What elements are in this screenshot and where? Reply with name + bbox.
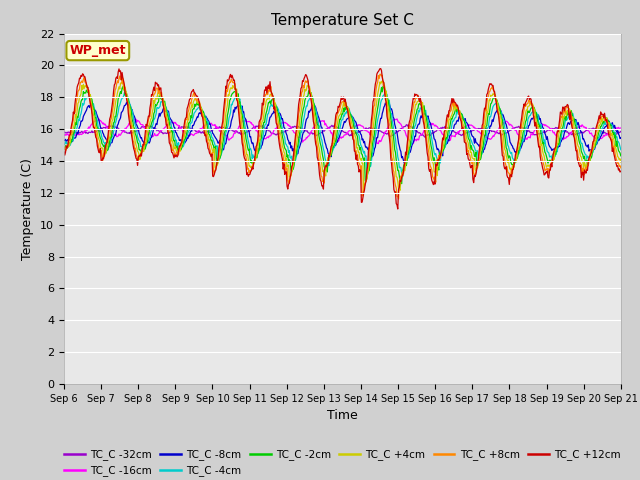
TC_C +4cm — [127, 120, 135, 125]
TC_C -16cm — [412, 137, 419, 143]
TC_C -8cm — [617, 135, 625, 141]
TC_C -16cm — [214, 125, 222, 131]
TC_C -32cm — [60, 130, 68, 135]
TC_C -2cm — [398, 181, 406, 187]
TC_C -2cm — [60, 145, 68, 151]
Line: TC_C -16cm: TC_C -16cm — [64, 119, 621, 144]
Line: TC_C -4cm: TC_C -4cm — [64, 93, 621, 176]
TC_C -2cm — [184, 126, 192, 132]
TC_C -2cm — [214, 161, 221, 167]
TC_C -16cm — [409, 141, 417, 147]
TC_C -4cm — [185, 128, 193, 134]
TC_C -32cm — [428, 130, 436, 136]
TC_C +4cm — [617, 159, 625, 165]
TC_C +8cm — [376, 72, 384, 77]
TC_C +8cm — [395, 196, 403, 202]
TC_C -2cm — [127, 109, 135, 115]
TC_C -16cm — [60, 132, 68, 137]
TC_C +4cm — [378, 78, 385, 84]
TC_C -2cm — [617, 153, 625, 159]
X-axis label: Time: Time — [327, 409, 358, 422]
TC_C -4cm — [617, 147, 625, 153]
Line: TC_C +12cm: TC_C +12cm — [64, 69, 621, 209]
TC_C -8cm — [123, 99, 131, 105]
TC_C +8cm — [184, 109, 192, 115]
TC_C +12cm — [127, 131, 135, 137]
TC_C -8cm — [401, 162, 408, 168]
TC_C +12cm — [394, 206, 402, 212]
Title: Temperature Set C: Temperature Set C — [271, 13, 414, 28]
Line: TC_C +8cm: TC_C +8cm — [64, 74, 621, 199]
TC_C +8cm — [412, 95, 419, 100]
TC_C +8cm — [70, 109, 78, 115]
Line: TC_C +4cm: TC_C +4cm — [64, 81, 621, 190]
TC_C -4cm — [128, 108, 136, 113]
TC_C -4cm — [428, 136, 436, 142]
TC_C -16cm — [617, 125, 625, 131]
Text: WP_met: WP_met — [70, 44, 126, 57]
TC_C +4cm — [70, 122, 78, 128]
TC_C +8cm — [127, 123, 135, 129]
TC_C -16cm — [128, 118, 136, 124]
TC_C -8cm — [60, 137, 68, 143]
TC_C -8cm — [214, 140, 222, 146]
Line: TC_C -8cm: TC_C -8cm — [64, 102, 621, 165]
TC_C +12cm — [60, 149, 68, 155]
TC_C -8cm — [428, 127, 436, 132]
TC_C +8cm — [617, 165, 625, 171]
TC_C -16cm — [428, 122, 436, 128]
TC_C +12cm — [412, 92, 419, 98]
TC_C +4cm — [428, 159, 436, 165]
TC_C +4cm — [184, 118, 192, 123]
TC_C -32cm — [403, 122, 411, 128]
TC_C +4cm — [412, 101, 419, 107]
TC_C -32cm — [411, 127, 419, 133]
TC_C -4cm — [399, 173, 407, 179]
Legend: TC_C -32cm, TC_C -16cm, TC_C -8cm, TC_C -4cm, TC_C -2cm, TC_C +4cm, TC_C +8cm, T: TC_C -32cm, TC_C -16cm, TC_C -8cm, TC_C … — [60, 445, 625, 480]
TC_C +8cm — [60, 146, 68, 152]
Y-axis label: Temperature (C): Temperature (C) — [22, 158, 35, 260]
TC_C -8cm — [412, 133, 419, 139]
Line: TC_C -2cm: TC_C -2cm — [64, 86, 621, 184]
TC_C -32cm — [421, 134, 429, 140]
TC_C -4cm — [70, 132, 78, 138]
Line: TC_C -32cm: TC_C -32cm — [64, 125, 621, 137]
TC_C -2cm — [70, 130, 78, 136]
TC_C +4cm — [60, 146, 68, 152]
TC_C +12cm — [428, 178, 436, 183]
TC_C -32cm — [70, 130, 78, 136]
TC_C +12cm — [377, 66, 385, 72]
TC_C +12cm — [214, 158, 221, 164]
TC_C -16cm — [95, 116, 102, 122]
TC_C +12cm — [70, 111, 78, 117]
TC_C -32cm — [617, 129, 625, 134]
TC_C -16cm — [185, 132, 193, 138]
TC_C -2cm — [412, 112, 419, 118]
TC_C -4cm — [412, 122, 419, 128]
TC_C -32cm — [127, 131, 135, 136]
TC_C -16cm — [70, 132, 78, 138]
TC_C +4cm — [396, 187, 404, 193]
TC_C -8cm — [70, 135, 78, 141]
TC_C -32cm — [184, 124, 192, 130]
TC_C +8cm — [214, 156, 221, 162]
TC_C -4cm — [120, 90, 128, 96]
TC_C -8cm — [185, 133, 193, 139]
TC_C +4cm — [214, 162, 221, 168]
TC_C +8cm — [428, 167, 436, 173]
TC_C -2cm — [428, 146, 436, 152]
TC_C +12cm — [617, 168, 625, 174]
TC_C -8cm — [128, 107, 136, 113]
TC_C -32cm — [214, 125, 221, 131]
TC_C +12cm — [184, 103, 192, 109]
TC_C -2cm — [380, 84, 387, 89]
TC_C -4cm — [214, 156, 222, 162]
TC_C -4cm — [60, 142, 68, 147]
